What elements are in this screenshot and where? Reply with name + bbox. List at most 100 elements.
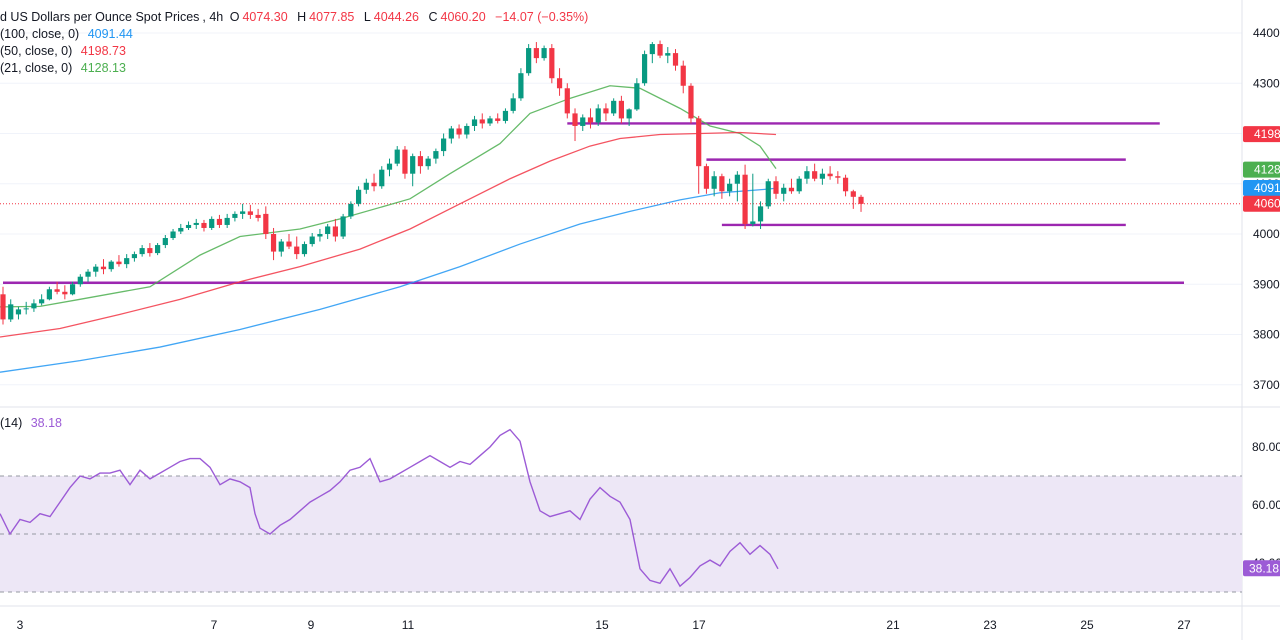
candle-body (100, 266, 107, 270)
price-label-text: 4060 (1254, 197, 1280, 211)
candle-body (464, 125, 470, 135)
candle-body (618, 100, 624, 119)
price-tick-label: 4000 (1253, 227, 1280, 241)
candle-body (479, 119, 485, 124)
rsi-value-box (1243, 560, 1280, 577)
candle-body (15, 309, 22, 315)
price-label-text: 4091 (1254, 181, 1280, 195)
close-label: C (428, 10, 438, 24)
price-tick-label: 3800 (1253, 328, 1280, 342)
high-value: 4077.85 (309, 10, 355, 24)
candle-body (255, 214, 261, 218)
candle-body (386, 163, 393, 170)
candle-body (518, 73, 524, 99)
candle-body (850, 191, 856, 197)
candle-body (247, 211, 253, 215)
candle-body (124, 258, 130, 265)
candle-body (309, 236, 315, 245)
candle-body (835, 176, 841, 178)
candle-body (680, 65, 686, 86)
ma21-value: 4128.13 (80, 61, 126, 75)
price-label-box (1243, 195, 1280, 212)
candle-body (270, 234, 277, 252)
high-label: H (297, 10, 307, 24)
rsi-line (0, 428, 779, 588)
axes: 3700380039004000410042004300440041984128… (17, 26, 1280, 632)
instrument-title: d US Dollars per Ounce Spot Prices (0, 10, 200, 24)
ma21-legend[interactable]: (21, close, 0) 4128.13 (0, 60, 129, 77)
rsi-legend[interactable]: (14) 38.18 (0, 415, 65, 432)
candle-body (572, 113, 578, 126)
candle-body (139, 248, 145, 255)
candle-body (487, 118, 493, 124)
open-value: 4074.30 (242, 10, 288, 24)
candle-body (170, 231, 176, 239)
candle-body (649, 44, 655, 55)
candle-body (116, 261, 122, 265)
price-tick-label: 3900 (1253, 277, 1280, 291)
candle-body (626, 109, 632, 119)
candle-body (556, 78, 563, 89)
candle-body (317, 234, 323, 237)
candle-body (471, 119, 478, 126)
candle-body (672, 53, 679, 66)
candle-body (332, 226, 338, 237)
candle-body (417, 156, 424, 167)
candle-body (696, 118, 702, 167)
candle-body (8, 304, 14, 320)
candle-body (641, 54, 648, 84)
candle-body (742, 174, 748, 224)
candle-body (355, 189, 362, 204)
ma100-value: 4091.44 (87, 27, 133, 41)
moving-averages (0, 85, 777, 373)
candle-body (394, 149, 400, 164)
candle-body (155, 245, 161, 254)
ma100-legend[interactable]: (100, close, 0) 4091.44 (0, 26, 136, 43)
rsi-tick-label: 80.00 (1252, 440, 1280, 454)
candle-body (410, 156, 416, 174)
candle-body (549, 48, 555, 79)
candle-body (495, 118, 501, 121)
ma100-label: (100, close, 0) (0, 27, 80, 41)
ma50-legend[interactable]: (50, close, 0) 4198.73 (0, 43, 129, 60)
candle-body (541, 48, 547, 59)
low-value: 4044.26 (373, 10, 419, 24)
candle-body (185, 224, 192, 228)
candle-body (31, 303, 37, 309)
candle-body (201, 222, 207, 228)
candle-body (77, 276, 83, 285)
candle-body (750, 221, 756, 224)
price-label-box (1243, 126, 1280, 143)
candle-body (788, 187, 795, 192)
rsi-value-text: 38.18 (1249, 561, 1279, 575)
candle-body (433, 151, 439, 159)
candle-body (371, 182, 377, 187)
candle-body (178, 227, 184, 232)
candle-body (804, 171, 810, 179)
candle-body (93, 266, 99, 272)
candle-body (131, 254, 138, 259)
candle-body (757, 206, 764, 222)
horizontal-levels (0, 122, 1242, 284)
candle-body (842, 177, 849, 192)
price-label-text: 4198 (1254, 127, 1280, 141)
candle-body (69, 284, 76, 295)
candles (0, 40, 864, 325)
candle-body (858, 196, 864, 204)
candle-body (340, 216, 346, 237)
candle-body (456, 128, 462, 135)
candle-body (46, 289, 52, 300)
candle-body (611, 100, 617, 114)
change-value: −14.07 (−0.35%) (495, 10, 589, 24)
candle-body (402, 149, 408, 174)
candle-body (54, 289, 60, 292)
candle-body (278, 241, 284, 252)
candle-body (216, 218, 223, 225)
ma50-label: (50, close, 0) (0, 44, 73, 58)
candle-body (193, 222, 199, 225)
candle-body (108, 261, 114, 270)
candle-body (603, 108, 609, 114)
candle-body (657, 44, 663, 56)
candle-body (363, 182, 369, 190)
